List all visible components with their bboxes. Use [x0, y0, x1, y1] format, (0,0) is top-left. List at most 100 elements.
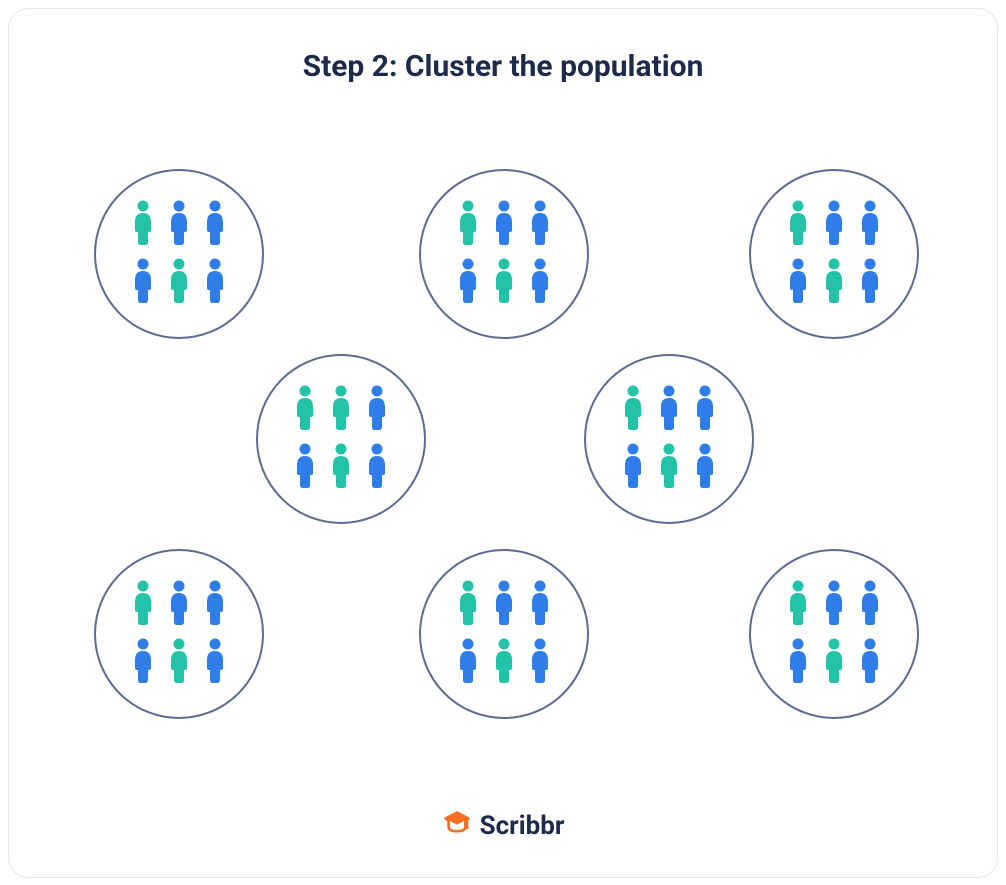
person-teal: [824, 258, 844, 308]
brand-footer: Scribbr: [9, 809, 997, 843]
person-blue: [205, 200, 225, 250]
person-icon: [367, 443, 387, 489]
person-blue: [860, 200, 880, 250]
person-blue: [169, 200, 189, 250]
person-grid: [458, 580, 550, 688]
person-teal: [458, 580, 478, 630]
person-blue: [860, 258, 880, 308]
person-icon: [659, 385, 679, 431]
person-icon: [860, 200, 880, 246]
cluster-canvas: [9, 139, 997, 759]
person-icon: [623, 385, 643, 431]
person-teal: [169, 258, 189, 308]
person-blue: [367, 385, 387, 435]
cluster-circle: [419, 169, 589, 339]
person-icon: [530, 638, 550, 684]
person-teal: [295, 385, 315, 435]
person-teal: [331, 385, 351, 435]
person-icon: [169, 200, 189, 246]
cluster-circle: [584, 354, 754, 524]
person-teal: [494, 638, 514, 688]
person-icon: [295, 443, 315, 489]
person-icon: [205, 638, 225, 684]
person-icon: [458, 258, 478, 304]
diagram-title: Step 2: Cluster the population: [9, 49, 997, 84]
cluster-circle: [749, 169, 919, 339]
person-icon: [494, 200, 514, 246]
person-icon: [788, 200, 808, 246]
person-icon: [169, 638, 189, 684]
person-icon: [458, 580, 478, 626]
person-blue: [530, 580, 550, 630]
person-icon: [458, 200, 478, 246]
person-teal: [788, 200, 808, 250]
person-grid: [295, 385, 387, 493]
person-icon: [788, 258, 808, 304]
person-blue: [494, 200, 514, 250]
person-icon: [169, 580, 189, 626]
person-icon: [659, 443, 679, 489]
person-icon: [494, 258, 514, 304]
person-blue: [788, 258, 808, 308]
person-blue: [205, 580, 225, 630]
person-icon: [169, 258, 189, 304]
person-blue: [530, 638, 550, 688]
person-icon: [295, 385, 315, 431]
person-blue: [695, 443, 715, 493]
person-blue: [367, 443, 387, 493]
person-icon: [860, 638, 880, 684]
person-blue: [169, 580, 189, 630]
person-blue: [659, 385, 679, 435]
person-teal: [133, 580, 153, 630]
person-teal: [133, 200, 153, 250]
person-icon: [133, 258, 153, 304]
cluster-circle: [94, 549, 264, 719]
person-teal: [788, 580, 808, 630]
person-icon: [824, 258, 844, 304]
person-grid: [133, 580, 225, 688]
person-icon: [860, 580, 880, 626]
person-icon: [205, 580, 225, 626]
person-icon: [133, 638, 153, 684]
person-icon: [205, 200, 225, 246]
person-teal: [169, 638, 189, 688]
person-icon: [367, 385, 387, 431]
cluster-circle: [749, 549, 919, 719]
person-icon: [824, 580, 844, 626]
person-blue: [824, 200, 844, 250]
person-blue: [860, 638, 880, 688]
person-grid: [133, 200, 225, 308]
person-icon: [133, 580, 153, 626]
person-blue: [824, 580, 844, 630]
person-icon: [331, 385, 351, 431]
person-icon: [331, 443, 351, 489]
person-blue: [695, 385, 715, 435]
person-blue: [530, 258, 550, 308]
brand-logo-icon: [442, 809, 472, 843]
infographic-card: Step 2: Cluster the population: [8, 8, 998, 878]
person-icon: [695, 443, 715, 489]
person-grid: [623, 385, 715, 493]
cluster-circle: [419, 549, 589, 719]
person-teal: [659, 443, 679, 493]
person-blue: [494, 580, 514, 630]
person-grid: [788, 200, 880, 308]
person-blue: [205, 638, 225, 688]
person-icon: [530, 580, 550, 626]
person-icon: [860, 258, 880, 304]
person-icon: [530, 258, 550, 304]
person-blue: [295, 443, 315, 493]
person-blue: [860, 580, 880, 630]
person-blue: [133, 258, 153, 308]
person-blue: [458, 638, 478, 688]
person-blue: [458, 258, 478, 308]
person-icon: [824, 200, 844, 246]
person-icon: [623, 443, 643, 489]
person-grid: [458, 200, 550, 308]
brand-name: Scribbr: [480, 811, 565, 841]
person-blue: [530, 200, 550, 250]
person-teal: [494, 258, 514, 308]
person-icon: [494, 638, 514, 684]
person-blue: [205, 258, 225, 308]
person-icon: [458, 638, 478, 684]
